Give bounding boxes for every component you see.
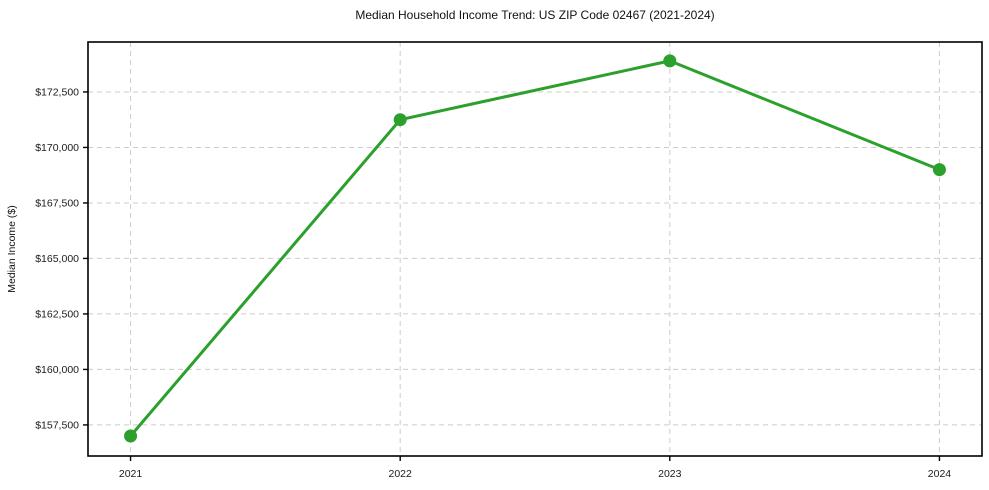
chart-title: Median Household Income Trend: US ZIP Co… xyxy=(355,8,715,22)
x-tick-label: 2023 xyxy=(658,468,682,480)
y-tick-label: $165,000 xyxy=(35,253,79,265)
y-tick-label: $162,500 xyxy=(35,308,79,320)
y-tick-label: $160,000 xyxy=(35,364,79,376)
plot-border xyxy=(87,41,983,457)
y-tick-label: $167,500 xyxy=(35,197,79,209)
y-tick-label: $157,500 xyxy=(35,419,79,431)
data-point xyxy=(393,113,407,127)
x-tick-label: 2022 xyxy=(389,468,413,480)
data-point xyxy=(663,54,677,68)
y-tick-label: $170,000 xyxy=(35,142,79,154)
x-tick-label: 2024 xyxy=(928,468,952,480)
data-point xyxy=(932,163,946,177)
data-line xyxy=(129,59,941,438)
data-point xyxy=(124,429,138,443)
y-tick-label: $172,500 xyxy=(35,86,79,98)
x-tick-label: 2021 xyxy=(119,468,143,480)
